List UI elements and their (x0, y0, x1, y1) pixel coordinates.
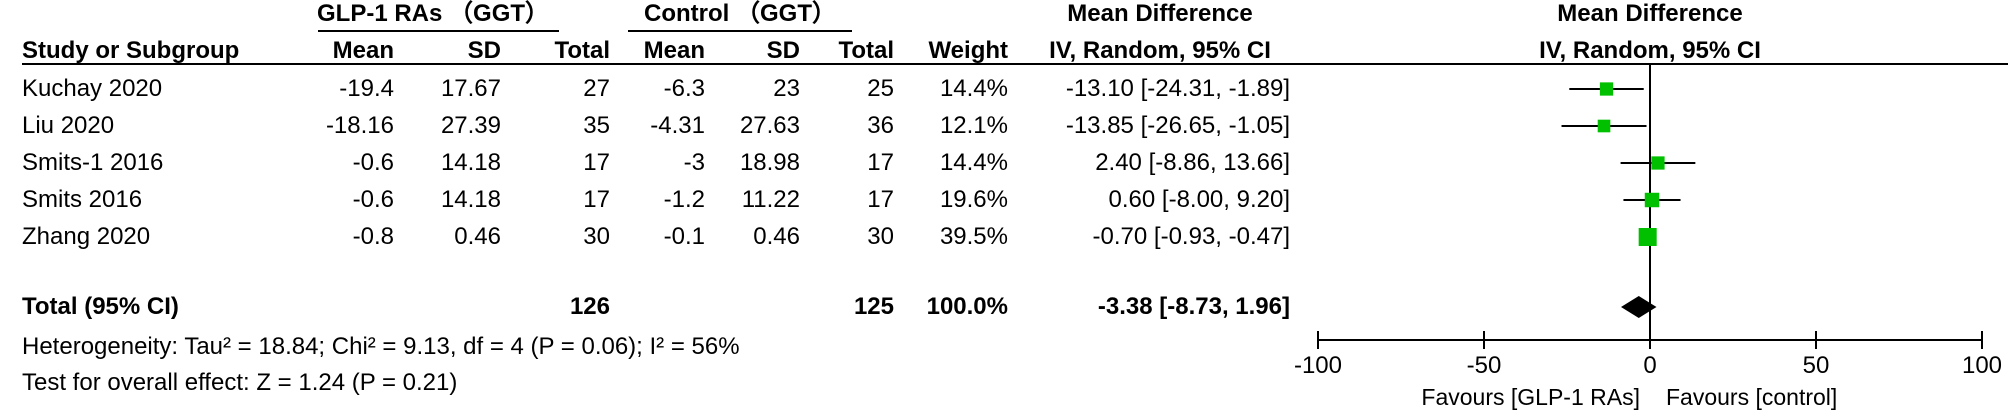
sd1-column-header: SD (467, 37, 501, 64)
study-name: Zhang 2020 (22, 223, 151, 250)
study-point-marker (1638, 228, 1657, 246)
weight-cell: 19.6% (939, 186, 1008, 213)
axis-tick-label: 0 (1643, 352, 1657, 379)
total2-cell: 25 (867, 75, 894, 102)
sd2-cell: 18.98 (739, 149, 800, 176)
md-column-subtitle: IV, Random, 95% CI (1049, 37, 1271, 64)
sd2-cell: 27.63 (739, 112, 800, 139)
sd1-cell: 14.18 (440, 186, 501, 213)
weight-cell: 12.1% (939, 112, 1008, 139)
sd1-cell: 17.67 (440, 75, 501, 102)
study-name: Kuchay 2020 (22, 75, 163, 102)
total2-column-header: Total (838, 37, 894, 64)
study-column-header: Study or Subgroup (22, 37, 240, 64)
total1-cell: 30 (583, 223, 610, 250)
total2-cell: 17 (867, 186, 894, 213)
summary-diamond (1621, 296, 1657, 318)
mean2-cell: -1.2 (663, 186, 705, 213)
total-weight: 100.0% (926, 293, 1008, 320)
study-point-marker (1599, 82, 1614, 96)
total1-cell: 27 (583, 75, 610, 102)
group2-underline (628, 30, 852, 32)
axis-tick-label: -50 (1466, 352, 1502, 379)
md-ci-cell: -0.70 [-0.93, -0.47] (1092, 223, 1290, 250)
mean1-column-header: Mean (332, 37, 394, 64)
mean2-cell: -6.3 (663, 75, 705, 102)
study-name: Smits 2016 (22, 186, 143, 213)
total1-cell: 17 (583, 186, 610, 213)
weight-cell: 14.4% (939, 75, 1008, 102)
md-column-title: Mean Difference (1067, 0, 1253, 27)
sd1-cell: 0.46 (454, 223, 501, 250)
plot-subtitle: IV, Random, 95% CI (1539, 37, 1761, 64)
mean1-cell: -0.6 (352, 149, 394, 176)
md-ci-cell: 0.60 [-8.00, 9.20] (1108, 186, 1290, 213)
mean1-cell: -18.16 (325, 112, 394, 139)
axis-tick-label: 50 (1802, 352, 1830, 379)
mean2-column-header: Mean (643, 37, 705, 64)
group2-header: Control （GGT） (644, 0, 836, 27)
mean2-cell: -3 (683, 149, 705, 176)
study-point-marker (1597, 119, 1611, 133)
total-label: Total (95% CI) (22, 293, 179, 320)
heterogeneity-text: Heterogeneity: Tau² = 18.84; Chi² = 9.13… (22, 333, 740, 360)
study-point-marker (1644, 192, 1660, 208)
total1-cell: 17 (583, 149, 610, 176)
md-ci-cell: 2.40 [-8.86, 13.66] (1095, 149, 1290, 176)
total1-column-header: Total (554, 37, 610, 64)
overall-effect-text: Test for overall effect: Z = 1.24 (P = 0… (22, 369, 458, 396)
weight-cell: 39.5% (939, 223, 1008, 250)
header-rule (22, 63, 2008, 65)
sd2-cell: 0.46 (753, 223, 800, 250)
sd2-cell: 23 (773, 75, 800, 102)
weight-cell: 14.4% (939, 149, 1008, 176)
favours-right-label: Favours [control] (1666, 384, 1838, 410)
group1-header: GLP-1 RAs （GGT） (317, 0, 550, 27)
mean2-cell: -4.31 (650, 112, 705, 139)
mean1-cell: -0.8 (352, 223, 394, 250)
total2-sum: 125 (853, 293, 894, 320)
favours-left-label: Favours [GLP-1 RAs] (1421, 384, 1640, 410)
study-name: Smits-1 2016 (22, 149, 164, 176)
total2-cell: 17 (867, 149, 894, 176)
sd2-column-header: SD (766, 37, 800, 64)
axis-tick-label: 100 (1961, 352, 2003, 379)
study-name: Liu 2020 (22, 112, 115, 139)
mean1-cell: -0.6 (352, 186, 394, 213)
md-ci-cell: -13.85 [-26.65, -1.05] (1065, 112, 1290, 139)
mean2-cell: -0.1 (663, 223, 705, 250)
sd1-cell: 27.39 (440, 112, 501, 139)
total2-cell: 30 (867, 223, 894, 250)
mean1-cell: -19.4 (339, 75, 394, 102)
weight-column-header: Weight (928, 37, 1008, 64)
total1-cell: 35 (583, 112, 610, 139)
md-ci-cell: -13.10 [-24.31, -1.89] (1065, 75, 1290, 102)
sd1-cell: 14.18 (440, 149, 501, 176)
study-point-marker (1651, 156, 1665, 170)
sd2-cell: 11.22 (741, 186, 800, 213)
total-md-ci: -3.38 [-8.73, 1.96] (1097, 293, 1290, 320)
axis-tick-label: -100 (1293, 352, 1343, 379)
total1-sum: 126 (569, 293, 610, 320)
group1-underline (318, 30, 559, 32)
total2-cell: 36 (867, 112, 894, 139)
plot-title: Mean Difference (1557, 0, 1743, 27)
